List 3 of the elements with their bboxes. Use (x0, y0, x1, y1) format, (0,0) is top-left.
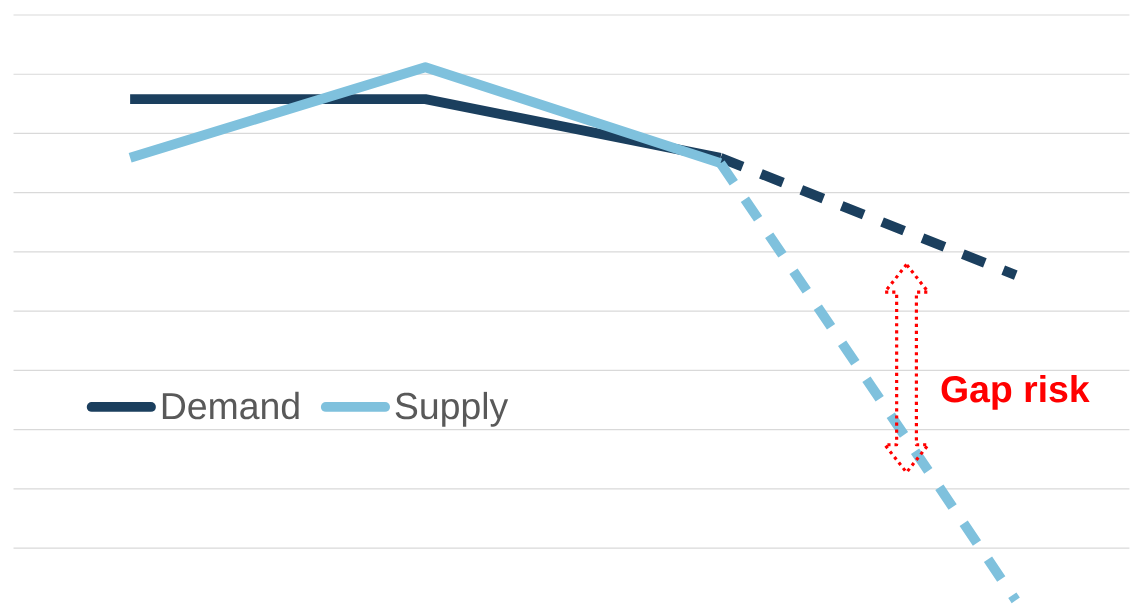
annotation: Gap risk (941, 374, 1090, 410)
legend-label: Demand (162, 391, 299, 420)
legend-label: Supply (395, 391, 509, 427)
